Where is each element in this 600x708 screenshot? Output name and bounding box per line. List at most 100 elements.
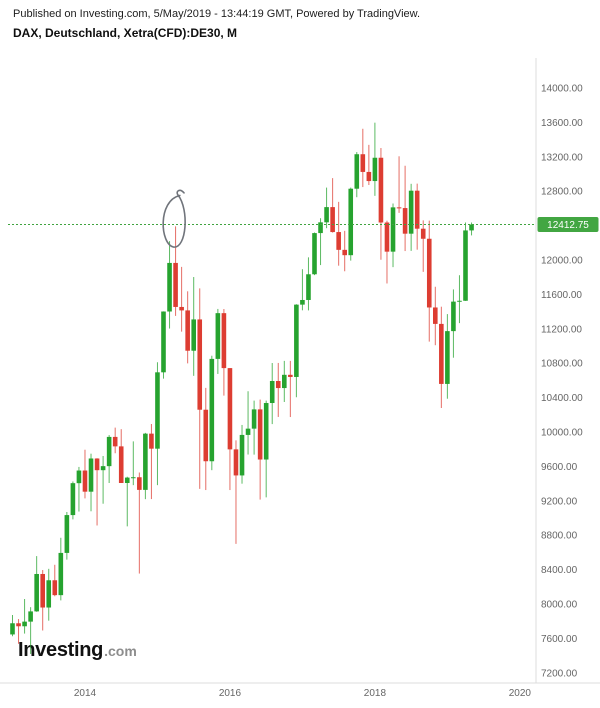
price-label: 8800.00 (541, 531, 578, 542)
candle-body (396, 207, 402, 209)
candle-body (372, 157, 378, 182)
candle-body (94, 458, 100, 471)
time-label: 2014 (74, 688, 97, 699)
candle-body (282, 374, 287, 389)
candle-body (469, 224, 474, 231)
candle-body (124, 477, 130, 483)
candle-body (191, 319, 196, 351)
candle-body (185, 310, 190, 351)
candle-body (390, 207, 396, 252)
candle-body (463, 230, 468, 301)
candle-body (10, 623, 15, 635)
candle-body (324, 207, 329, 223)
candle-body (52, 580, 58, 596)
chart-title: DAX, Deutschland, Xetra(CFD):DE30, M (13, 26, 238, 40)
candle-body (233, 449, 239, 476)
candle-body (34, 573, 39, 612)
time-scale: 2014 2016 2018 2020 (74, 688, 532, 699)
candle-body (366, 171, 372, 182)
candle-body (137, 477, 142, 490)
price-label: 8000.00 (541, 600, 578, 611)
candle-body (28, 611, 33, 622)
candle-body (251, 409, 257, 429)
candle-body (439, 323, 444, 384)
candle-body (433, 307, 438, 324)
candle-body (143, 433, 148, 490)
time-label: 2020 (509, 688, 532, 699)
price-label: 11200.00 (541, 324, 582, 335)
candle-body (360, 154, 366, 172)
candle-body (378, 157, 384, 223)
candle-body (457, 300, 462, 302)
candle-body (312, 233, 317, 275)
candle-body (58, 552, 64, 596)
candle-body (288, 374, 293, 377)
investing-logo-text: Investing (18, 639, 104, 661)
candle-body (112, 436, 118, 447)
candle-body (203, 409, 209, 462)
candle-body (263, 403, 269, 460)
candle-body (149, 433, 154, 449)
candle-body (330, 207, 335, 233)
candle-body (82, 470, 88, 492)
candle-body (106, 436, 112, 467)
candle-body (197, 319, 203, 410)
candle-body (173, 262, 178, 307)
candle-body (88, 458, 94, 492)
candle-body (300, 299, 305, 305)
candle-body (221, 313, 227, 369)
candle-body (76, 470, 82, 484)
last-price-tag-text: 12412.75 (547, 220, 589, 231)
investing-logo-suffix: .com (104, 643, 137, 659)
price-label: 10800.00 (541, 359, 583, 370)
trend-annotation-ellipse (162, 189, 186, 248)
candle-body (420, 228, 426, 239)
price-label: 9600.00 (541, 462, 578, 473)
candle-body (161, 311, 166, 373)
candle-body (451, 301, 456, 332)
candle-body (402, 208, 408, 234)
price-label: 12000.00 (541, 256, 583, 267)
candle-body (64, 515, 70, 553)
candle-body (306, 274, 311, 300)
last-price-tag: 12412.75 (537, 217, 599, 233)
candle-body (22, 621, 27, 627)
time-label: 2016 (219, 688, 242, 699)
candle-body (16, 623, 21, 627)
last-price-tag-bg (537, 217, 599, 233)
price-label: 14000.00 (541, 84, 583, 95)
candle-body (100, 466, 106, 471)
price-label: 8400.00 (541, 565, 578, 576)
price-label: 13200.00 (541, 152, 583, 163)
candle-body (118, 446, 124, 483)
candle-body (269, 381, 275, 404)
candle-body (294, 304, 299, 377)
price-label: 11600.00 (541, 290, 582, 301)
candle-body (131, 477, 136, 479)
candle-body (209, 358, 215, 462)
price-scale: 14000.0013600.0013200.0012800.0012400.00… (541, 84, 583, 680)
price-label: 7600.00 (541, 634, 578, 645)
candles-group (10, 122, 474, 654)
price-label: 10000.00 (541, 428, 583, 439)
price-label: 13600.00 (541, 118, 583, 129)
candle-body (155, 372, 160, 449)
candle-body (408, 190, 414, 234)
candle-body (336, 232, 341, 250)
price-label: 7200.00 (541, 668, 578, 679)
candle-body (227, 368, 233, 450)
candle-body (245, 428, 251, 435)
candle-body (354, 154, 360, 189)
candle-body (46, 580, 52, 608)
investing-logo: Investing .com (18, 640, 137, 660)
candle-body (414, 190, 420, 229)
candle-body (342, 249, 347, 256)
candle-body (275, 381, 281, 389)
candle-body (179, 306, 184, 311)
price-label: 9200.00 (541, 496, 578, 507)
publish-info: Published on Investing.com, 5/May/2019 -… (13, 8, 421, 20)
price-label: 12800.00 (541, 187, 583, 198)
candle-body (257, 409, 263, 460)
candle-body (348, 188, 354, 256)
